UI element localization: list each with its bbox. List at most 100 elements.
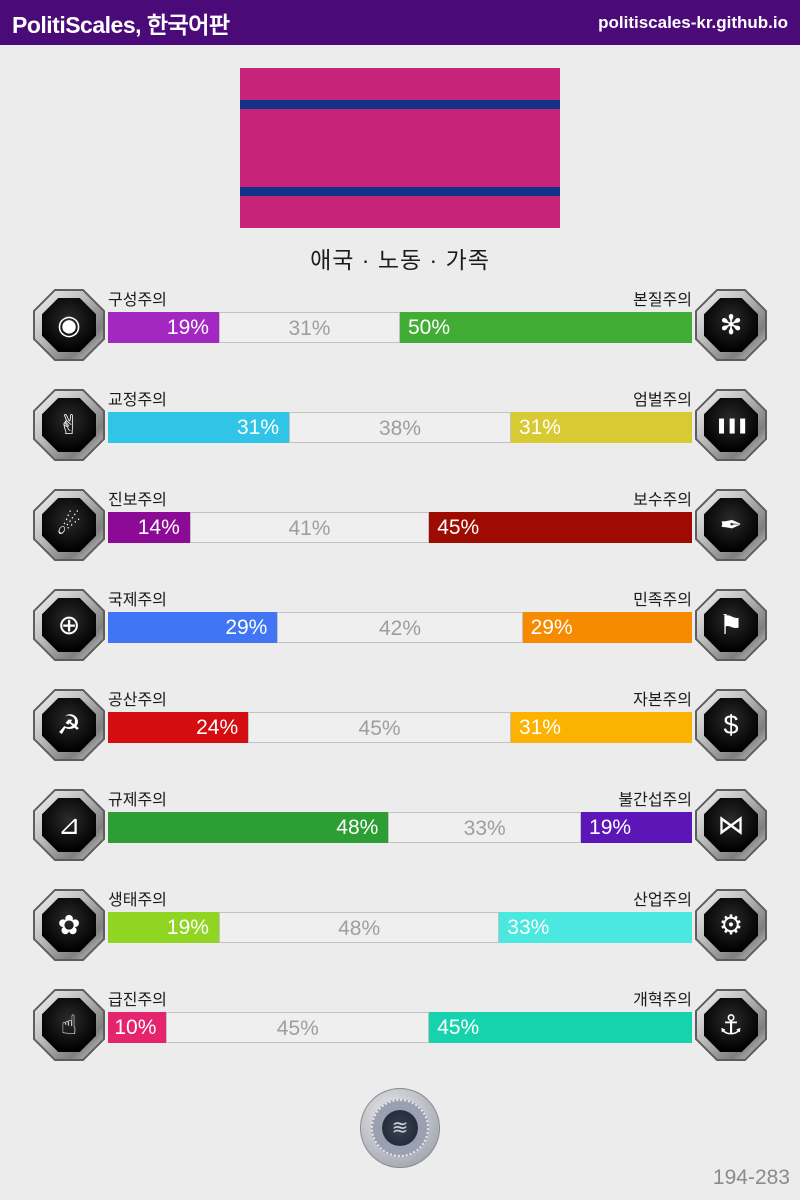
app-title: PolitiScales, 한국어판 [12,11,230,38]
axis-right-label: 본질주의 [633,292,692,309]
right-bar-segment: 50% [399,312,692,343]
right-bar-segment: 29% [522,612,692,643]
axis-row: ✿ 생태주의 산업주의 19% 48% 33% ⚙ [0,889,800,989]
money-bag-icon-badge: $ [695,689,767,761]
left-bar-segment: 29% [108,612,278,643]
flag-stripe [240,100,560,109]
neutral-bar-segment: 38% [289,412,511,443]
globe-icon: ⊕ [42,598,96,652]
axis-row: ☄ 진보주의 보수주의 14% 41% 45% ✒ [0,489,800,589]
axis-right-label: 민족주의 [633,592,692,609]
axis-right-label: 보수주의 [633,492,692,509]
flower-burst-icon-badge: ✻ [695,289,767,361]
neutral-bar-segment: 33% [388,812,582,843]
neutral-bar-segment: 48% [218,912,500,943]
left-bar-segment: 19% [108,312,219,343]
header-bar: PolitiScales, 한국어판 politiscales-kr.githu… [0,0,800,45]
left-bar-segment: 14% [108,512,190,543]
axis-left-label: 교정주의 [108,392,167,409]
axis-bar: 생태주의 산업주의 19% 48% 33% [108,889,692,943]
right-bar-segment: 31% [510,712,692,743]
axis-bar: 교정주의 엄벌주의 31% 38% 31% [108,389,692,443]
axis-left-label: 구성주의 [108,292,167,309]
neutral-bar-segment: 45% [248,712,511,743]
axis-right-label: 엄벌주의 [633,392,692,409]
axis-left-label: 급진주의 [108,992,167,1009]
axis-right-label: 개혁주의 [633,992,692,1009]
plant-icon: ✿ [42,898,96,952]
axis-left-label: 공산주의 [108,692,167,709]
axis-bar: 공산주의 자본주의 24% 45% 31% [108,689,692,743]
raised-fist-icon-badge: ☝ [33,989,105,1061]
axes-list: ◉ 구성주의 본질주의 19% 31% 50% ✻ [0,289,800,1089]
right-bar-segment: 45% [429,1012,692,1043]
comet-icon: ☄ [42,498,96,552]
flag-caption: 애국 · 노동 · 가족 [310,247,490,273]
result-code: 194-283 [712,1166,790,1189]
right-bar-segment: 33% [499,912,692,943]
butterfly-icon: ⋈ [704,798,758,852]
site-link[interactable]: politiscales-kr.github.io [598,12,788,32]
axis-right-label: 자본주의 [633,692,692,709]
brain-icon: ≋ [382,1110,418,1146]
left-bar-segment: 10% [108,1012,167,1043]
flag-icon: ⚑ [704,598,758,652]
seal-ring: ≋ [371,1099,429,1157]
neutral-bar-segment: 31% [218,312,400,343]
left-bar-segment: 48% [108,812,389,843]
eye-icon: ◉ [42,298,96,352]
plant-icon-badge: ✿ [33,889,105,961]
axis-bar: 진보주의 보수주의 14% 41% 45% [108,489,692,543]
gear-icon-badge: ⚙ [695,889,767,961]
ruler-icon: ⊿ [42,798,96,852]
pen-nib-icon-badge: ✒ [695,489,767,561]
neutral-bar-segment: 42% [277,612,523,643]
axis-row: ☝ 급진주의 개혁주의 10% 45% 45% ⚓ [0,989,800,1089]
butterfly-icon-badge: ⋈ [695,789,767,861]
money-bag-icon: $ [704,698,758,752]
pen-nib-icon: ✒ [704,498,758,552]
right-bar-segment: 31% [510,412,692,443]
axis-bar: 국제주의 민족주의 29% 42% 29% [108,589,692,643]
result-flag [240,68,560,228]
eye-icon-badge: ◉ [33,289,105,361]
hammer-sickle-icon: ☭ [42,698,96,752]
left-bar-segment: 19% [108,912,219,943]
left-bar-segment: 31% [108,412,290,443]
raised-fist-icon: ☝ [42,998,96,1052]
axis-row: ✌ 교정주의 엄벌주의 31% 38% 31% ❚❚❚ [0,389,800,489]
axis-bar: 급진주의 개혁주의 10% 45% 45% [108,989,692,1043]
axis-row: ☭ 공산주의 자본주의 24% 45% 31% $ [0,689,800,789]
axis-right-label: 산업주의 [633,892,692,909]
ruler-icon-badge: ⊿ [33,789,105,861]
axis-bar: 구성주의 본질주의 19% 31% 50% [108,289,692,343]
axis-right-label: 불간섭주의 [618,792,692,809]
flag-stripe [240,187,560,196]
sailboat-icon: ⚓ [704,998,758,1052]
gear-icon: ⚙ [704,898,758,952]
globe-icon-badge: ⊕ [33,589,105,661]
axis-left-label: 규제주의 [108,792,167,809]
comet-icon-badge: ☄ [33,489,105,561]
axis-row: ◉ 구성주의 본질주의 19% 31% 50% ✻ [0,289,800,389]
axis-left-label: 국제주의 [108,592,167,609]
handshake-icon: ✌ [42,398,96,452]
axis-left-label: 생태주의 [108,892,167,909]
prison-bars-icon-badge: ❚❚❚ [695,389,767,461]
handshake-icon-badge: ✌ [33,389,105,461]
axis-left-label: 진보주의 [108,492,167,509]
left-bar-segment: 24% [108,712,249,743]
right-bar-segment: 45% [429,512,692,543]
neutral-bar-segment: 45% [166,1012,430,1043]
axis-row: ⊕ 국제주의 민족주의 29% 42% 29% ⚑ [0,589,800,689]
right-bar-segment: 19% [581,812,692,843]
sailboat-icon-badge: ⚓ [695,989,767,1061]
flag-icon-badge: ⚑ [695,589,767,661]
prison-bars-icon: ❚❚❚ [704,398,758,452]
neutral-bar-segment: 41% [189,512,430,543]
flower-burst-icon: ✻ [704,298,758,352]
axis-row: ⊿ 규제주의 불간섭주의 48% 33% 19% ⋈ [0,789,800,889]
axis-bar: 규제주의 불간섭주의 48% 33% 19% [108,789,692,843]
hammer-sickle-icon-badge: ☭ [33,689,105,761]
